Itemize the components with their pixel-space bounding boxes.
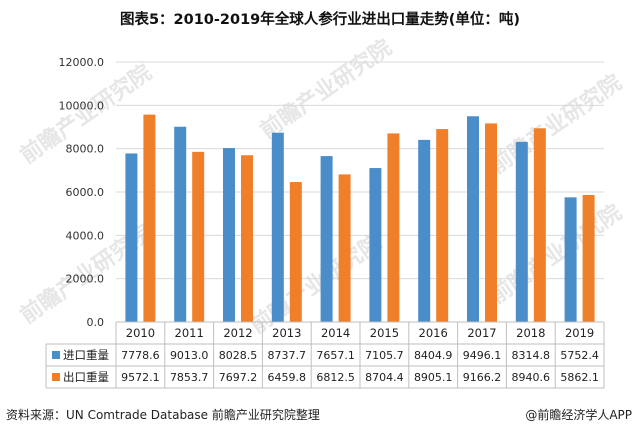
data-label-import: 9496.1 bbox=[463, 349, 502, 362]
y-tick-label: 10000.0 bbox=[59, 99, 105, 112]
data-label-import: 9013.0 bbox=[170, 349, 209, 362]
data-label-import: 8028.5 bbox=[219, 349, 258, 362]
brand-credit: @前瞻经济学人APP bbox=[525, 408, 632, 422]
data-label-import: 8314.8 bbox=[512, 349, 551, 362]
data-label-export: 8905.1 bbox=[414, 371, 453, 384]
data-label-export: 8940.6 bbox=[512, 371, 551, 384]
data-label-import: 7657.1 bbox=[316, 349, 355, 362]
watermark-text: 前瞻产业研究院 bbox=[245, 229, 386, 339]
legend-label: 进口重量 bbox=[63, 348, 109, 362]
watermark-text: 前瞻产业研究院 bbox=[485, 199, 626, 309]
data-label-export: 7853.7 bbox=[170, 371, 209, 384]
y-tick-label: 6000.0 bbox=[66, 186, 105, 199]
legend-swatch bbox=[52, 373, 60, 381]
x-tick-label: 2017 bbox=[467, 326, 496, 340]
data-label-import: 8737.7 bbox=[268, 349, 307, 362]
watermark-text: 前瞻产业研究院 bbox=[485, 69, 626, 179]
x-tick-label: 2010 bbox=[126, 326, 155, 340]
data-label-import: 7105.7 bbox=[365, 349, 404, 362]
bar-import bbox=[515, 141, 528, 322]
bar-import bbox=[125, 153, 138, 322]
data-label-export: 6459.8 bbox=[268, 371, 307, 384]
y-tick-label: 0.0 bbox=[87, 316, 105, 329]
x-tick-label: 2013 bbox=[272, 326, 301, 340]
y-tick-label: 4000.0 bbox=[66, 229, 105, 242]
bar-import bbox=[418, 139, 431, 322]
legend-swatch bbox=[52, 351, 60, 359]
x-tick-label: 2011 bbox=[175, 326, 204, 340]
chart-title: 图表5：2010-2019年全球人参行业进出口量走势(单位：吨) bbox=[119, 12, 521, 28]
legend-label: 出口重量 bbox=[63, 370, 109, 384]
bar-export bbox=[192, 151, 205, 322]
data-label-import: 8404.9 bbox=[414, 349, 453, 362]
x-tick-label: 2015 bbox=[370, 326, 399, 340]
bar-export bbox=[289, 182, 302, 322]
data-label-import: 7778.6 bbox=[121, 349, 160, 362]
bar-import bbox=[320, 156, 333, 322]
bar-export bbox=[485, 123, 497, 322]
bar-export bbox=[387, 133, 400, 322]
bar-export bbox=[143, 114, 156, 323]
data-label-export: 9572.1 bbox=[121, 371, 160, 384]
x-tick-label: 2014 bbox=[321, 326, 350, 340]
x-tick-label: 2019 bbox=[565, 326, 594, 340]
bar-export bbox=[533, 128, 546, 322]
bar-export bbox=[338, 174, 351, 322]
x-tick-label: 2012 bbox=[223, 326, 252, 340]
data-label-export: 6812.5 bbox=[316, 371, 355, 384]
data-label-import: 5752.4 bbox=[560, 349, 599, 362]
data-label-export: 7697.2 bbox=[219, 371, 258, 384]
source-note: 资料来源：UN Comtrade Database 前瞻产业研究院整理 bbox=[6, 408, 320, 422]
bar-export bbox=[241, 155, 253, 322]
bar-import bbox=[271, 132, 284, 322]
data-label-export: 5862.1 bbox=[560, 371, 599, 384]
data-label-export: 8704.4 bbox=[365, 371, 404, 384]
bar-import bbox=[369, 168, 382, 322]
bar-export bbox=[582, 194, 595, 322]
bar-export bbox=[436, 129, 449, 322]
bar-import bbox=[467, 116, 479, 323]
data-label-export: 9166.2 bbox=[463, 371, 502, 384]
x-tick-label: 2018 bbox=[516, 326, 545, 340]
x-tick-label: 2016 bbox=[419, 326, 448, 340]
bar-import bbox=[223, 148, 235, 322]
watermark-text: 前瞻产业研究院 bbox=[255, 34, 396, 144]
y-tick-label: 8000.0 bbox=[66, 143, 105, 156]
bar-import bbox=[564, 197, 577, 322]
bar-import bbox=[174, 126, 187, 323]
y-tick-label: 12000.0 bbox=[59, 56, 105, 69]
y-tick-label: 2000.0 bbox=[66, 273, 105, 286]
